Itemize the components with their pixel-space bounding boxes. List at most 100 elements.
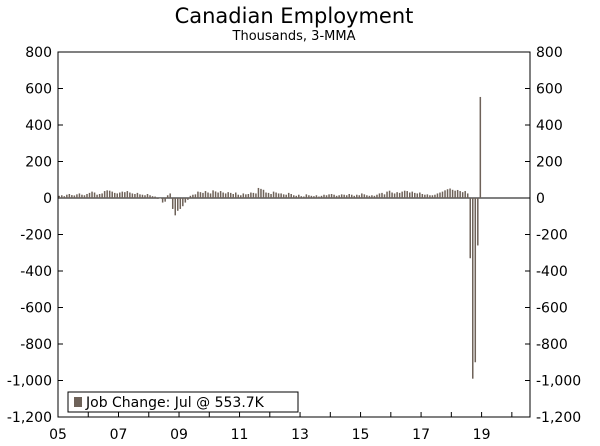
bar (101, 193, 103, 198)
chart-title: Canadian Employment (175, 4, 414, 28)
bar (76, 194, 78, 198)
bar (151, 196, 154, 198)
bar (303, 196, 305, 198)
bar (292, 195, 295, 198)
bar (300, 196, 303, 198)
bar (86, 193, 88, 198)
bar (161, 198, 164, 203)
bar (159, 198, 161, 199)
bar (466, 193, 469, 198)
bar (245, 194, 247, 198)
bar (340, 194, 343, 198)
bar (446, 189, 449, 198)
bar (232, 193, 234, 198)
y-tick-label: 600 (536, 82, 563, 98)
y-tick-label: -1,200 (7, 410, 52, 426)
bar (88, 192, 91, 198)
x-tick-label: 09 (170, 427, 188, 443)
bar (401, 191, 403, 198)
bar (330, 193, 333, 198)
bar (328, 194, 330, 198)
bar (298, 194, 300, 198)
bar (439, 192, 441, 198)
bar (287, 192, 290, 198)
y-tick-label: -600 (536, 301, 568, 317)
bar (78, 193, 81, 198)
bar (199, 192, 202, 198)
y-tick-label: -800 (536, 337, 568, 353)
bar (174, 198, 176, 216)
bar (464, 191, 466, 198)
bar (136, 192, 139, 198)
y-tick-label: -1,000 (536, 374, 581, 390)
x-tick-label: 07 (110, 427, 128, 443)
bar (224, 193, 227, 198)
legend: Job Change: Jul @ 553.7K (67, 391, 299, 413)
bar (421, 193, 424, 198)
bar (166, 195, 169, 198)
bar (182, 198, 184, 207)
bar (96, 194, 98, 198)
y-tick-label: 400 (25, 118, 52, 134)
bar (318, 196, 320, 198)
bar (71, 195, 73, 198)
bar (139, 194, 141, 198)
bar (144, 195, 146, 198)
bar (156, 198, 159, 199)
bar (217, 192, 219, 198)
bar (381, 192, 383, 198)
x-tick-label: 05 (49, 427, 67, 443)
bar (265, 192, 267, 198)
y-tick-label: -1,000 (7, 374, 52, 390)
bar (113, 192, 116, 198)
bar (179, 198, 182, 209)
bar (411, 191, 414, 198)
bar (391, 192, 393, 198)
bar (295, 195, 298, 198)
bar (121, 191, 124, 198)
bar (416, 193, 419, 198)
bar (461, 192, 464, 198)
y-tick-label: -400 (536, 264, 568, 280)
bar (338, 195, 340, 198)
bar (308, 195, 310, 198)
bar (58, 195, 61, 198)
x-tick-label: 11 (231, 427, 249, 443)
bar (68, 193, 71, 198)
bar (320, 195, 323, 198)
bar (325, 195, 328, 198)
bar (366, 195, 368, 198)
bar (454, 190, 456, 198)
bar (187, 198, 189, 200)
bar (348, 193, 350, 198)
bar (429, 195, 431, 198)
bar (126, 191, 129, 198)
x-tick-label: 19 (473, 427, 491, 443)
bar (477, 198, 479, 246)
bar (444, 190, 446, 198)
x-tick-label: 17 (412, 427, 430, 443)
bar (383, 194, 386, 198)
bar (345, 195, 348, 198)
bar (290, 193, 292, 198)
bar (129, 192, 131, 198)
bar (426, 194, 429, 198)
bar (93, 192, 96, 198)
bar (313, 196, 315, 198)
y-tick-label: 400 (536, 118, 563, 134)
bar (315, 195, 318, 198)
bar (237, 194, 240, 198)
bar (91, 191, 93, 198)
bar (361, 193, 363, 198)
bar (408, 192, 411, 198)
bar (285, 194, 287, 198)
bar (376, 194, 378, 198)
bar (177, 198, 179, 211)
bar (154, 196, 156, 198)
bar (63, 196, 66, 198)
bar (252, 192, 255, 198)
bar (204, 191, 207, 198)
bar (472, 198, 474, 379)
bar (305, 194, 308, 198)
bar (197, 191, 199, 198)
